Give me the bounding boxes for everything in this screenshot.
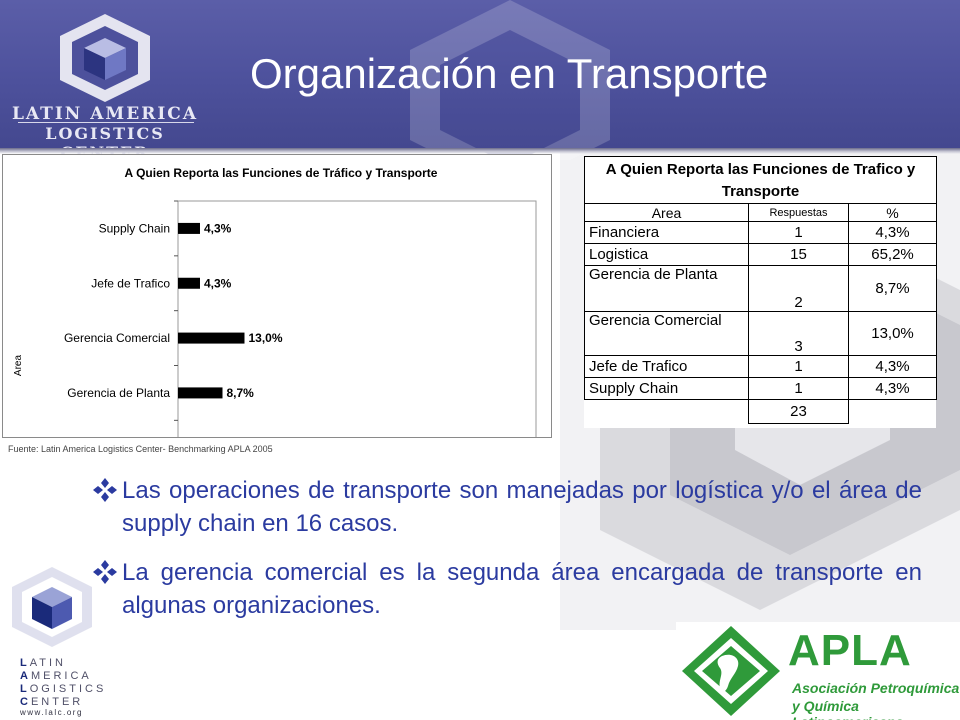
y-tick-label: Gerencia de Planta (67, 386, 170, 400)
table-total: 23 (748, 399, 849, 424)
bar (178, 387, 223, 399)
table-row: Supply Chain 1 4,3% (584, 377, 938, 400)
bar-chart-svg: A Quien Reporta las Funciones de Tráfico… (13, 166, 537, 437)
data-label: 8,7% (226, 386, 254, 400)
table-cell-area: Gerencia Comercial (584, 311, 749, 356)
table-cell-pct: 4,3% (847, 355, 938, 378)
header-watermark-icon (410, 0, 610, 160)
table-cell-resp: 2 (748, 265, 849, 312)
table-row: Jefe de Trafico 1 4,3% (584, 355, 938, 378)
table-cell-area: Gerencia de Planta (584, 265, 749, 312)
data-label: 13,0% (248, 331, 282, 345)
data-label: 4,3% (204, 221, 232, 235)
plot-frame (177, 200, 537, 437)
table-cell-resp: 1 (748, 377, 849, 400)
data-table: A Quien Reporta las Funciones de Trafico… (583, 156, 938, 424)
table-header-pct: % (847, 203, 938, 222)
logo-line: AMERICA (20, 670, 92, 682)
table-cell-resp: 1 (748, 221, 849, 244)
table-cell-area: Logistica (584, 243, 749, 266)
table-row: Gerencia de Planta 2 8,7% (584, 265, 938, 312)
table-cell-area: Jefe de Trafico (584, 355, 749, 378)
table-cell-pct: 8,7% (847, 265, 938, 312)
apla-diamond-icon (682, 626, 780, 716)
y-tick-label: Jefe de Trafico (91, 276, 170, 290)
table-title-row: A Quien Reporta las Funciones de Trafico… (583, 156, 938, 204)
bullet-text: Las operaciones de transporte son maneja… (122, 477, 922, 537)
chart-title: A Quien Reporta las Funciones de Tráfico… (125, 166, 438, 180)
table-cell-area: Supply Chain (584, 377, 749, 400)
y-axis-label: Area (13, 355, 24, 377)
diamond-bullet-icon (93, 560, 117, 584)
latin-america-logistics-center-logo: LATIN AMERICA LOGISTICS CENTER (10, 8, 200, 162)
table-header-area: Area (584, 203, 749, 222)
chart-source: Fuente: Latin America Logistics Center- … (8, 444, 273, 454)
bar (178, 277, 200, 289)
y-tick-label: Supply Chain (99, 221, 170, 235)
table-cell-area: Financiera (584, 221, 749, 244)
table-row: Gerencia Comercial 3 13,0% (584, 311, 938, 356)
logo-line: LATIN (20, 657, 66, 669)
table-cell-pct: 13,0% (847, 311, 938, 356)
logo-line: LOGISTICS (20, 683, 107, 695)
apla-logo: APLA Asociación Petroquímica y Química L… (676, 622, 960, 720)
table-cell-pct: 65,2% (847, 243, 938, 266)
y-tick-label: Gerencia Comercial (64, 331, 170, 345)
bar (178, 222, 200, 234)
cube-logo-icon (12, 567, 92, 647)
logo-line: CENTER (20, 696, 84, 708)
diamond-bullet-icon (93, 478, 117, 502)
header-shadow (0, 148, 960, 154)
bullet-text: La gerencia comercial es la segunda área… (122, 559, 922, 619)
bar-chart: A Quien Reporta las Funciones de Tráfico… (2, 154, 552, 438)
logo-text-line1: LATIN AMERICA (11, 104, 199, 124)
table-cell-pct: 4,3% (847, 377, 938, 400)
lalc-logo-bottom: LATIN AMERICA LOGISTICS CENTER www.lalc.… (8, 565, 103, 717)
table-cell-resp: 3 (748, 311, 849, 356)
cube-logo-icon (60, 14, 150, 102)
logo-url: www.lalc.org (20, 708, 83, 717)
table-cell-resp: 1 (748, 355, 849, 378)
table-header-resp: Respuestas (748, 203, 849, 222)
table-row: Financiera 1 4,3% (584, 221, 938, 244)
header-band: LATIN AMERICA LOGISTICS CENTER Organizac… (0, 0, 960, 162)
table-cell-pct: 4,3% (847, 221, 938, 244)
data-label: 4,3% (204, 276, 232, 290)
apla-subtitle-line2: y Química Latinoamericana (792, 698, 903, 720)
slide-title: Organización en Transporte (250, 50, 769, 97)
table-total-blank (585, 400, 749, 424)
bar (178, 332, 245, 344)
table-row: Logistica 15 65,2% (584, 243, 938, 266)
apla-wordmark: APLA (788, 626, 912, 675)
table-total-blank (847, 399, 937, 424)
table-title: A Quien Reporta las Funciones de Trafico… (583, 156, 938, 204)
table-total-row: 23 (585, 399, 937, 424)
apla-subtitle-line1: Asociación Petroquímica (792, 680, 960, 696)
data-table-wrap: A Quien Reporta las Funciones de Trafico… (583, 156, 938, 428)
logo-rule (18, 122, 194, 123)
table-cell-resp: 15 (748, 243, 849, 266)
table-header-row: Area Respuestas % (584, 203, 938, 222)
